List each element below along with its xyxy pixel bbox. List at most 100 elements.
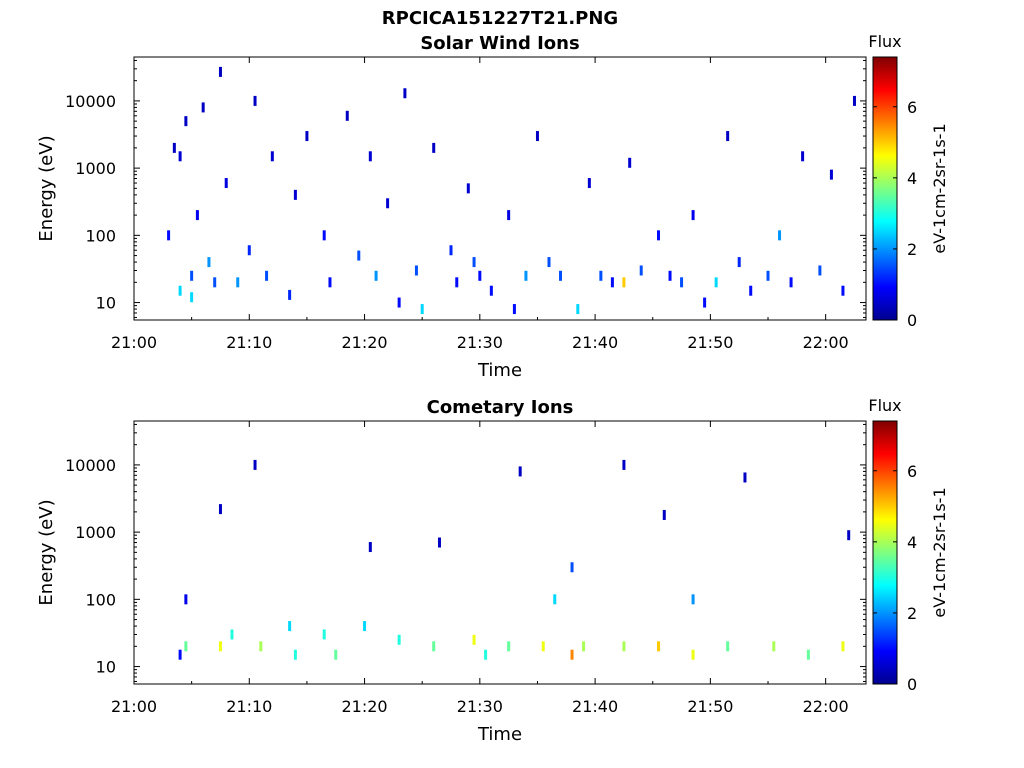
spectrogram-cell (201, 102, 205, 113)
colorbar-title: Flux (868, 396, 901, 415)
spectrogram-cell (789, 277, 793, 288)
spectrogram-cell (472, 257, 476, 268)
spectrogram-cell (305, 131, 309, 142)
spectrogram-cell (801, 151, 805, 162)
spectrogram-cell (328, 277, 332, 288)
y-tick-label: 10 (96, 658, 116, 677)
x-tick-label: 22:00 (803, 333, 849, 352)
spectrogram-cell (582, 641, 586, 652)
y-axis-label: Energy (eV) (36, 135, 57, 241)
spectrogram-cell (403, 88, 407, 99)
spectrogram-cell (218, 66, 222, 77)
spectrogram-cell (559, 270, 563, 281)
spectrogram-cell (322, 629, 326, 640)
colorbar-tick-label: 2 (907, 604, 917, 623)
colorbar-tick-label: 6 (907, 462, 917, 481)
colorbar-unit-label: eV-1cm-2sr-1s-1 (930, 487, 949, 617)
figure-title: RPCICA151227T21.PNG (382, 8, 618, 29)
spectrogram-cell (743, 472, 747, 483)
spectrogram-cell (414, 265, 418, 276)
spectrogram-cell (184, 641, 188, 652)
x-tick-label: 21:30 (457, 697, 503, 716)
spectrogram-cell (432, 641, 436, 652)
spectrogram-cell (818, 265, 822, 276)
spectrogram-cell (576, 304, 580, 315)
spectrogram-cell (213, 277, 217, 288)
spectrogram-cell (662, 509, 666, 520)
spectrogram-cell (570, 562, 574, 573)
spectrogram-cell (247, 245, 251, 256)
spectrogram-cell (397, 634, 401, 645)
spectrogram-cell (184, 594, 188, 605)
x-tick-label: 21:10 (226, 333, 272, 352)
x-tick-label: 21:20 (341, 333, 387, 352)
spectrogram-cell (518, 466, 522, 477)
colorbar (872, 420, 898, 685)
x-tick-label: 21:00 (111, 333, 157, 352)
colorbar-tick-label: 2 (907, 240, 917, 259)
spectrogram-cell (691, 210, 695, 221)
spectrogram-cell (512, 304, 516, 315)
spectrogram-cell (726, 641, 730, 652)
y-axis-label: Energy (eV) (36, 499, 57, 605)
spectrogram-cell (178, 151, 182, 162)
spectrogram-cell (852, 95, 856, 106)
spectrogram-cell (368, 151, 372, 162)
x-tick-label: 21:30 (457, 333, 503, 352)
spectrogram-cell (293, 189, 297, 200)
colorbar-tick-label: 6 (907, 98, 917, 117)
y-tick-label: 10000 (65, 456, 116, 475)
spectrogram-cell (437, 537, 441, 548)
colorbar-tick-label: 4 (907, 169, 917, 188)
colorbar-tick-label: 4 (907, 533, 917, 552)
spectrogram-cell (628, 157, 632, 168)
spectrogram-cell (524, 270, 528, 281)
spectrogram-cell (622, 641, 626, 652)
x-tick-label: 21:40 (572, 697, 618, 716)
spectrogram-cell (541, 641, 545, 652)
spectrogram-cell (253, 459, 257, 470)
spectrogram-cell (535, 131, 539, 142)
spectrogram-cell (829, 169, 833, 180)
panel-title: Cometary Ions (427, 397, 574, 418)
spectrogram-cell (553, 594, 557, 605)
spectrogram-cell (622, 459, 626, 470)
spectrogram-cell (455, 277, 459, 288)
spectrogram-cell (322, 230, 326, 241)
spectrogram-cell (507, 641, 511, 652)
x-tick-label: 22:00 (803, 697, 849, 716)
spectrogram-cell (386, 198, 390, 209)
plot-area (134, 421, 866, 684)
spectrogram-cell (766, 270, 770, 281)
colorbar-unit-label: eV-1cm-2sr-1s-1 (930, 123, 949, 253)
colorbar-tick-label: 0 (907, 311, 917, 330)
spectrogram-cell (778, 230, 782, 241)
x-axis-label: Time (477, 724, 522, 745)
solar-wind-panel: Solar Wind Ions 21:00 21:10 21:20 21:30 21:40… (36, 32, 949, 381)
x-tick-label: 21:10 (226, 697, 272, 716)
colorbar (872, 56, 898, 321)
spectrogram-cell (253, 95, 257, 106)
spectrogram-cell (190, 292, 194, 303)
spectrogram-cell (726, 131, 730, 142)
spectrogram-cell (772, 641, 776, 652)
spectrogram-cell (507, 210, 511, 221)
spectrogram-cell (610, 277, 614, 288)
x-axis-label: Time (477, 360, 522, 381)
x-tick-label: 21:40 (572, 333, 618, 352)
spectrogram-cell (484, 649, 488, 660)
y-tick-label: 1000 (75, 159, 116, 178)
spectrogram-cell (345, 110, 349, 121)
spectrogram-cell (691, 594, 695, 605)
spectrogram-cell (639, 265, 643, 276)
y-tick-label: 10 (96, 294, 116, 313)
spectrogram-cell (478, 270, 482, 281)
y-tick-label: 100 (85, 590, 116, 609)
spectrogram-cell (737, 257, 741, 268)
spectrogram-cell (224, 178, 228, 189)
spectrogram-cell (449, 245, 453, 256)
spectrogram-cell (259, 641, 263, 652)
x-tick-label: 21:20 (341, 697, 387, 716)
